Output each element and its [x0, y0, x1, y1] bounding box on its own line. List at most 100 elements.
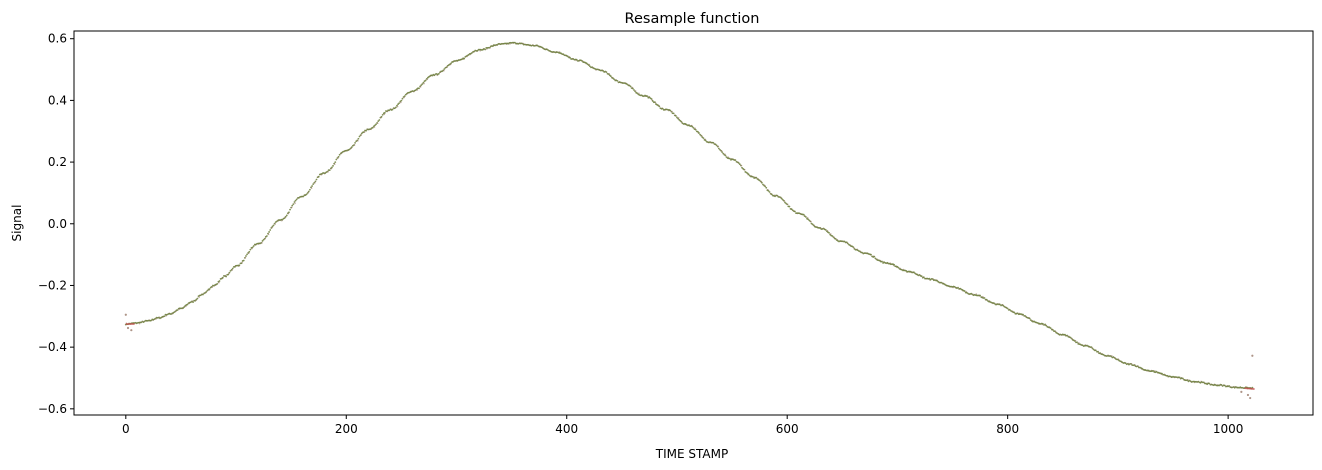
data-point	[834, 238, 837, 240]
data-point	[788, 205, 791, 208]
data-point	[1045, 324, 1048, 327]
data-point	[658, 105, 661, 108]
data-point	[443, 69, 445, 72]
data-point	[311, 185, 313, 187]
data-point	[476, 49, 479, 52]
data-point	[383, 113, 386, 116]
data-point	[1022, 313, 1024, 316]
data-point	[218, 280, 221, 282]
data-point	[249, 248, 252, 251]
data-point	[418, 87, 420, 90]
data-point	[979, 294, 981, 297]
plot-area	[124, 41, 1255, 400]
data-point	[225, 275, 228, 278]
data-point	[975, 293, 978, 295]
data-point	[293, 201, 296, 203]
data-point	[699, 133, 702, 136]
data-point	[724, 153, 726, 156]
data-point	[290, 206, 293, 209]
data-point	[638, 92, 640, 95]
data-point	[1006, 307, 1009, 310]
data-point	[205, 290, 208, 293]
data-point	[636, 92, 639, 95]
data-point	[920, 275, 923, 278]
data-point	[1223, 384, 1226, 387]
data-point	[1208, 382, 1211, 385]
data-point	[248, 250, 251, 253]
x-tick-label: 0	[122, 422, 130, 436]
data-point	[335, 158, 338, 161]
data-point	[218, 281, 220, 284]
data-point	[1074, 339, 1077, 342]
data-point	[419, 86, 422, 88]
data-point	[332, 164, 334, 167]
data-point	[292, 203, 295, 206]
data-point	[183, 306, 186, 308]
data-point	[360, 134, 362, 136]
y-tick-label: 0.2	[48, 155, 67, 169]
data-point	[1051, 328, 1054, 331]
data-point	[261, 240, 264, 242]
data-point	[722, 152, 725, 155]
data-point	[963, 290, 966, 292]
data-point	[285, 214, 288, 217]
data-point	[354, 141, 356, 144]
data-point	[289, 208, 291, 211]
data-point	[704, 139, 707, 142]
y-tick-label: −0.4	[38, 340, 67, 354]
data-point	[198, 296, 200, 298]
data-point	[870, 253, 872, 256]
data-point	[1161, 372, 1163, 375]
data-point	[291, 204, 294, 207]
data-point	[881, 260, 883, 263]
data-point	[380, 115, 383, 118]
data-point	[768, 191, 771, 193]
data-point	[245, 255, 247, 257]
data-point	[588, 63, 591, 66]
y-tick-label: −0.2	[38, 278, 67, 292]
data-point	[446, 66, 448, 68]
data-point	[231, 267, 234, 270]
data-point	[755, 176, 758, 179]
data-point	[712, 141, 715, 144]
data-point	[350, 146, 353, 149]
data-point	[828, 232, 830, 234]
data-point	[692, 127, 695, 129]
data-point	[740, 164, 743, 167]
outlier-point	[1246, 393, 1250, 397]
data-point	[373, 126, 376, 128]
data-point	[651, 100, 654, 102]
y-tick-label: 0.4	[48, 93, 67, 107]
data-point	[443, 68, 446, 70]
data-point	[765, 186, 768, 189]
data-point	[631, 87, 634, 90]
data-point	[829, 233, 832, 235]
data-point	[206, 289, 209, 292]
data-point	[1154, 370, 1156, 372]
x-tick-label: 1000	[1213, 422, 1244, 436]
data-point	[1178, 376, 1181, 379]
data-point	[767, 189, 770, 192]
data-point	[983, 297, 986, 299]
data-point	[353, 144, 356, 146]
data-point	[1049, 327, 1052, 330]
data-point	[824, 229, 827, 231]
data-point	[1124, 362, 1127, 365]
data-point	[569, 56, 571, 59]
data-point	[398, 102, 401, 105]
data-point	[403, 95, 406, 97]
data-point	[433, 74, 436, 77]
data-point	[669, 109, 672, 112]
data-point	[376, 122, 379, 125]
data-point	[426, 78, 429, 81]
data-point	[786, 203, 789, 206]
data-point	[424, 79, 427, 82]
data-point	[317, 175, 320, 178]
data-point	[770, 193, 773, 196]
data-point	[268, 231, 271, 233]
data-point	[794, 210, 796, 213]
data-point	[1076, 341, 1078, 344]
data-point	[717, 147, 720, 150]
y-axis-label: Signal	[10, 205, 24, 242]
